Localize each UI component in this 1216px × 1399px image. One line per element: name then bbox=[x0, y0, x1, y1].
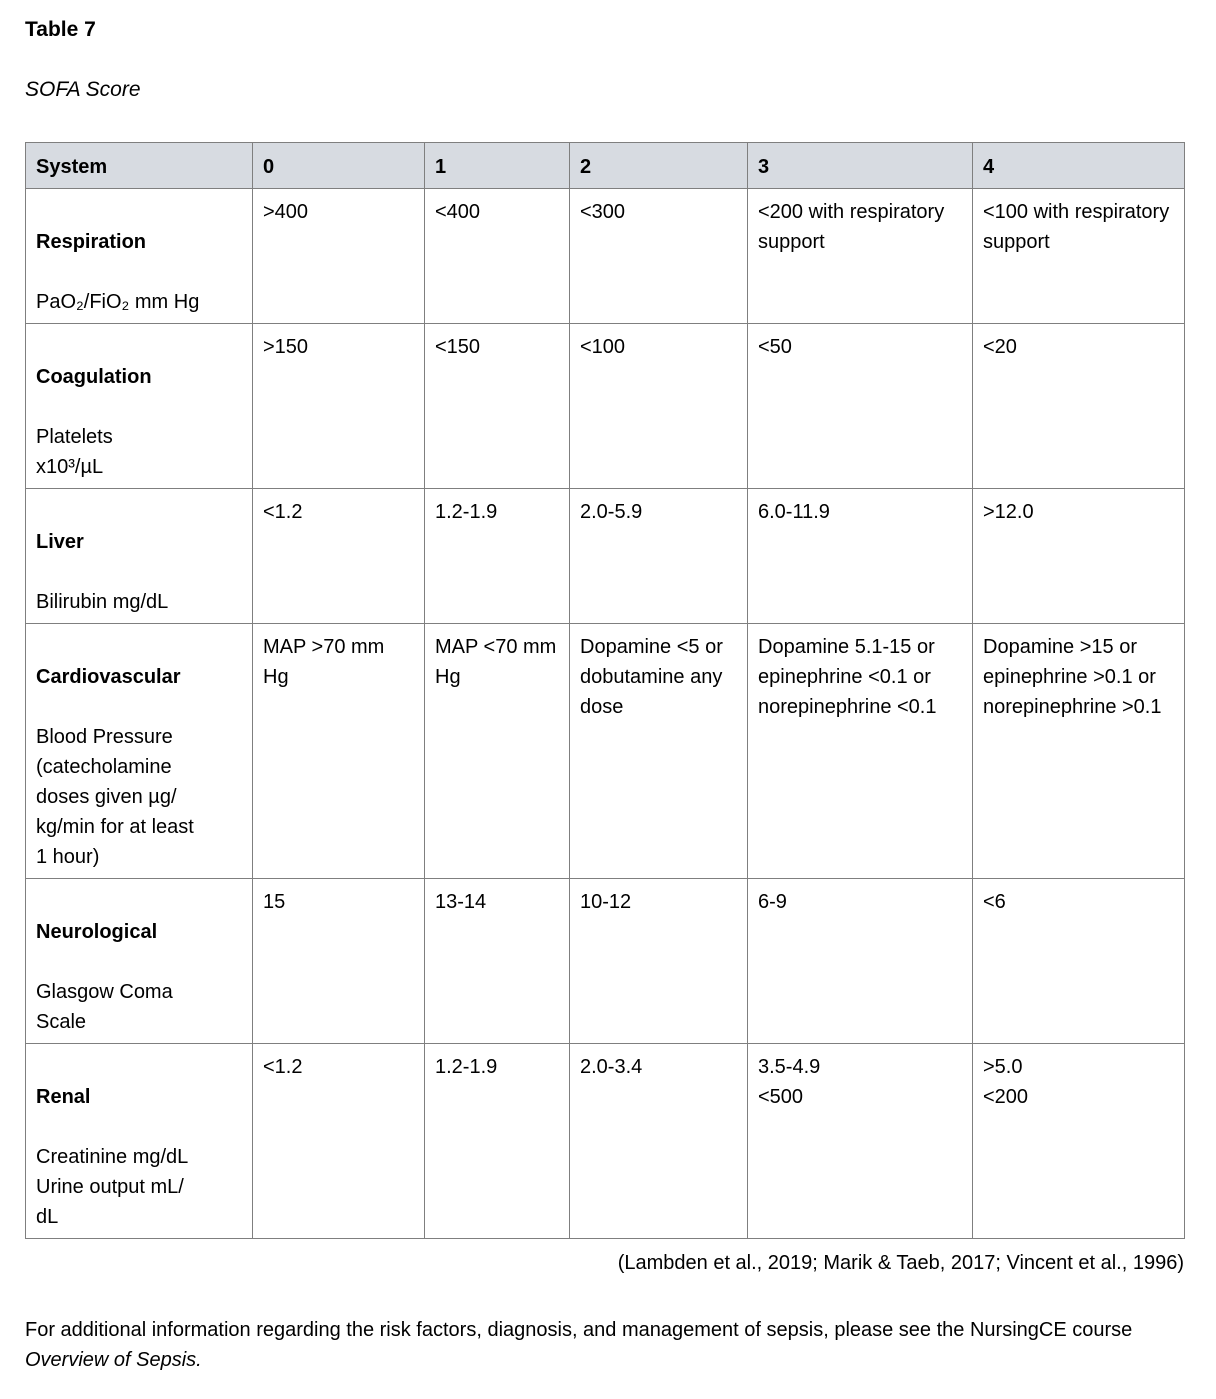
value-cell: 2.0-3.4 bbox=[569, 1043, 748, 1239]
table-row-respiration: Respiration PaO₂/FiO₂ mm Hg >400 <400 <3… bbox=[25, 188, 1185, 324]
value-cell: <100 bbox=[569, 323, 748, 489]
system-cell: Renal Creatinine mg/dL Urine output mL/ … bbox=[25, 1043, 253, 1239]
footer-note: For additional information regarding the… bbox=[25, 1315, 1184, 1375]
table-header-row: System 0 1 2 3 4 bbox=[25, 142, 1185, 189]
sofa-score-table: System 0 1 2 3 4 Respiration PaO₂/FiO₂ m… bbox=[25, 142, 1185, 1239]
system-detail: Blood Pressure (catecholamine doses give… bbox=[36, 726, 194, 868]
value-cell: <1.2 bbox=[252, 1043, 425, 1239]
column-header-1: 1 bbox=[424, 142, 570, 189]
system-cell: Respiration PaO₂/FiO₂ mm Hg bbox=[25, 188, 253, 324]
value-cell: <200 with respiratory support bbox=[747, 188, 973, 324]
value-cell: Dopamine <5 or dobutamine any dose bbox=[569, 623, 748, 879]
system-detail: Platelets x10³/µL bbox=[36, 426, 113, 478]
value-cell: 1.2-1.9 bbox=[424, 488, 570, 624]
value-cell: <400 bbox=[424, 188, 570, 324]
table-row-coagulation: Coagulation Platelets x10³/µL >150 <150 … bbox=[25, 323, 1185, 489]
value-cell: <50 bbox=[747, 323, 973, 489]
table-row-liver: Liver Bilirubin mg/dL <1.2 1.2-1.9 2.0-5… bbox=[25, 488, 1185, 624]
system-detail: PaO₂/FiO₂ mm Hg bbox=[36, 291, 200, 313]
system-name: Neurological bbox=[36, 921, 158, 943]
value-cell: 2.0-5.9 bbox=[569, 488, 748, 624]
column-header-0: 0 bbox=[252, 142, 425, 189]
value-cell: <300 bbox=[569, 188, 748, 324]
value-cell: MAP >70 mm Hg bbox=[252, 623, 425, 879]
value-cell: 13-14 bbox=[424, 878, 570, 1044]
system-detail: Creatinine mg/dL Urine output mL/ dL bbox=[36, 1146, 189, 1228]
column-header-system: System bbox=[25, 142, 253, 189]
system-cell: Coagulation Platelets x10³/µL bbox=[25, 323, 253, 489]
value-cell: Dopamine >15 or epinephrine >0.1 or nore… bbox=[972, 623, 1185, 879]
value-cell: >400 bbox=[252, 188, 425, 324]
value-cell: <100 with respiratory support bbox=[972, 188, 1185, 324]
value-cell: <20 bbox=[972, 323, 1185, 489]
value-cell: 3.5-4.9 <500 bbox=[747, 1043, 973, 1239]
value-cell: 1.2-1.9 bbox=[424, 1043, 570, 1239]
value-cell: MAP <70 mm Hg bbox=[424, 623, 570, 879]
table-row-renal: Renal Creatinine mg/dL Urine output mL/ … bbox=[25, 1043, 1185, 1239]
system-cell: Liver Bilirubin mg/dL bbox=[25, 488, 253, 624]
system-cell: Neurological Glasgow Coma Scale bbox=[25, 878, 253, 1044]
system-name: Liver bbox=[36, 531, 84, 553]
system-name: Coagulation bbox=[36, 366, 152, 388]
value-cell: >150 bbox=[252, 323, 425, 489]
column-header-2: 2 bbox=[569, 142, 748, 189]
citation: (Lambden et al., 2019; Marik & Taeb, 201… bbox=[617, 1252, 1184, 1274]
value-cell: Dopamine 5.1-15 or epinephrine <0.1 or n… bbox=[747, 623, 973, 879]
footer-course-title: Overview of Sepsis. bbox=[25, 1349, 202, 1371]
footer-text: For additional information regarding the… bbox=[25, 1319, 1133, 1341]
value-cell: 15 bbox=[252, 878, 425, 1044]
column-header-3: 3 bbox=[747, 142, 973, 189]
column-header-4: 4 bbox=[972, 142, 1185, 189]
value-cell: 10-12 bbox=[569, 878, 748, 1044]
system-name: Respiration bbox=[36, 231, 147, 253]
table-label: Table 7 bbox=[25, 18, 96, 41]
system-detail: Bilirubin mg/dL bbox=[36, 591, 169, 613]
value-cell: <150 bbox=[424, 323, 570, 489]
value-cell: <6 bbox=[972, 878, 1185, 1044]
value-cell: >12.0 bbox=[972, 488, 1185, 624]
table-row-neurological: Neurological Glasgow Coma Scale 15 13-14… bbox=[25, 878, 1185, 1044]
table-row-cardiovascular: Cardiovascular Blood Pressure (catechola… bbox=[25, 623, 1185, 879]
value-cell: 6-9 bbox=[747, 878, 973, 1044]
system-name: Cardiovascular bbox=[36, 666, 181, 688]
system-cell: Cardiovascular Blood Pressure (catechola… bbox=[25, 623, 253, 879]
system-detail: Glasgow Coma Scale bbox=[36, 981, 173, 1033]
value-cell: <1.2 bbox=[252, 488, 425, 624]
value-cell: 6.0-11.9 bbox=[747, 488, 973, 624]
table-caption: SOFA Score bbox=[25, 78, 141, 101]
system-name: Renal bbox=[36, 1086, 91, 1108]
value-cell: >5.0 <200 bbox=[972, 1043, 1185, 1239]
